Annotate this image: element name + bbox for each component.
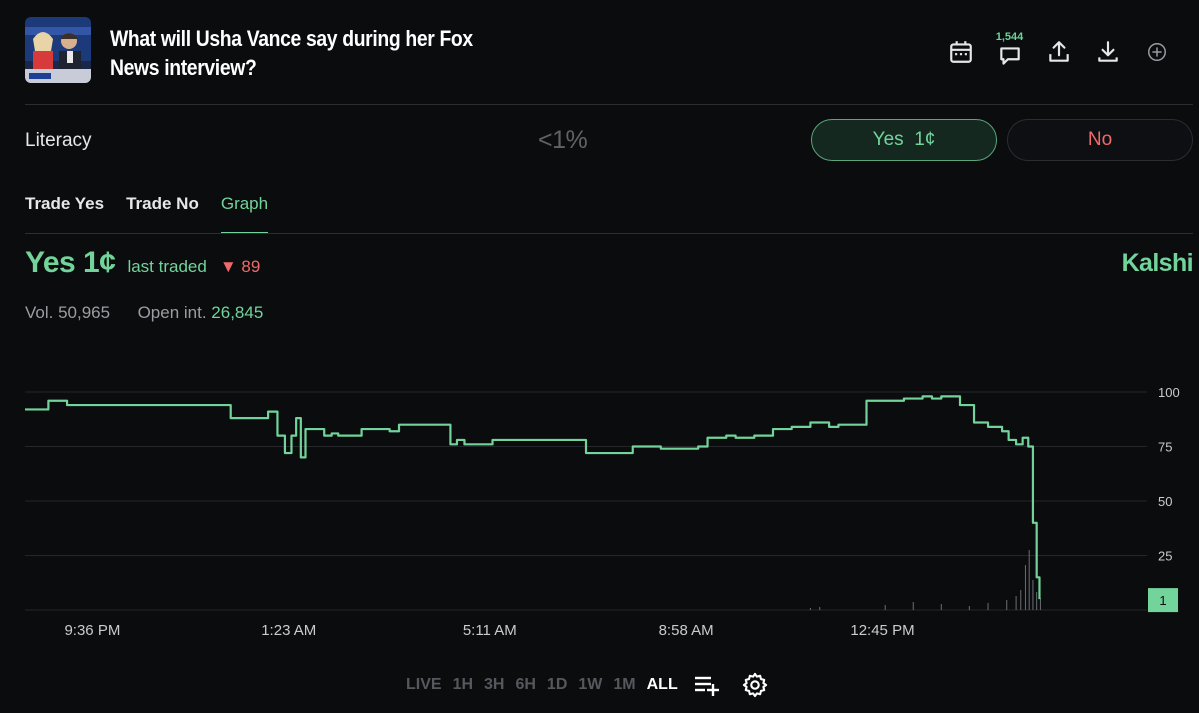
outcome-probability: <1% (538, 126, 588, 154)
playlist-add-icon (694, 676, 719, 696)
open-interest-value: 26,845 (211, 303, 264, 322)
range-all[interactable]: ALL (646, 676, 678, 693)
tabs-divider (25, 233, 1193, 234)
range-3h[interactable]: 3H (484, 676, 505, 693)
last-traded-label: last traded (127, 257, 207, 276)
price-chart-svg: 25 50 75 100 1 9:36 PM 1:23 AM 5:11 AM 8:58 AM 12… (25, 385, 1180, 639)
gear-icon (742, 672, 767, 698)
volume-label: Vol. (25, 303, 54, 322)
tab-trade-no[interactable]: Trade No (126, 194, 199, 213)
current-price: Yes 1¢ (25, 246, 116, 279)
tv-anchors-image (25, 17, 91, 83)
calendar-icon (949, 41, 972, 63)
current-value-badge (1148, 588, 1178, 613)
comment-icon (999, 47, 1020, 65)
kalshi-logo: Kalshi (1121, 249, 1194, 277)
share-icon (1048, 41, 1069, 62)
outcome-tabs: Trade Yes Trade No Graph (25, 190, 290, 234)
range-6h[interactable]: 6H (515, 676, 536, 693)
price-chart[interactable]: 25 50 75 100 1 9:36 PM 1:23 AM 5:11 AM 8:58 AM 12… (0, 345, 1199, 645)
x-tick-label: 9:36 PM (64, 622, 120, 639)
chart-settings-button[interactable] (741, 671, 769, 699)
current-value-label: 1 (1159, 593, 1166, 608)
header-divider (25, 104, 1193, 105)
range-1w[interactable]: 1W (578, 676, 603, 693)
price-series-line (25, 395, 1041, 600)
range-1d[interactable]: 1D (546, 676, 568, 693)
comments-button[interactable]: 1,544 (985, 31, 1034, 70)
tab-graph[interactable]: Graph (220, 190, 269, 234)
y-tick-label: 75 (1158, 440, 1172, 455)
add-series-button[interactable] (693, 672, 721, 698)
x-tick-label: 1:23 AM (261, 622, 316, 639)
outcome-row: Literacy <1% Yes 1¢ No (0, 104, 1199, 176)
market-header: What will Usha Vance say during her Fox … (0, 0, 1199, 104)
price-change: ▼ 89 (219, 257, 261, 276)
buy-yes-label: Yes 1¢ (872, 129, 936, 150)
x-tick-label: 8:58 AM (659, 622, 714, 639)
buy-no-label: No (1087, 129, 1113, 150)
plus-circle-icon (1147, 43, 1166, 61)
open-interest-label: Open int. (137, 303, 207, 322)
time-range-selector: LIVE 1H 3H 6H 1D 1W 1M ALL (406, 668, 785, 702)
header-actions: 1,544 (936, 31, 1181, 72)
download-button[interactable] (1083, 34, 1132, 70)
market-thumbnail (25, 17, 91, 83)
calendar-button[interactable] (936, 34, 985, 70)
price-summary: Yes 1¢ last traded ▼ 89 (25, 246, 260, 282)
range-1m[interactable]: 1M (613, 676, 636, 693)
range-1h[interactable]: 1H (452, 676, 474, 693)
download-icon (1097, 41, 1118, 62)
y-tick-label: 50 (1158, 494, 1172, 509)
market-title: What will Usha Vance say during her Fox … (110, 26, 473, 80)
range-live[interactable]: LIVE (406, 676, 442, 693)
comment-count: 1,544 (995, 31, 1024, 43)
market-stats: Vol. 50,965 Open int. 26,845 (25, 303, 263, 323)
x-tick-label: 5:11 AM (463, 622, 517, 639)
share-button[interactable] (1034, 34, 1083, 70)
y-tick-label: 100 (1158, 385, 1180, 400)
outcome-name: Literacy (25, 130, 92, 151)
add-to-watchlist-button[interactable] (1132, 34, 1181, 70)
tab-trade-yes[interactable]: Trade Yes (25, 194, 105, 213)
buy-yes-button[interactable]: Yes 1¢ (811, 119, 997, 161)
x-tick-label: 12:45 PM (850, 622, 914, 639)
volume-value: 50,965 (58, 303, 111, 322)
buy-no-button[interactable]: No (1007, 119, 1193, 161)
y-tick-label: 25 (1158, 549, 1172, 564)
